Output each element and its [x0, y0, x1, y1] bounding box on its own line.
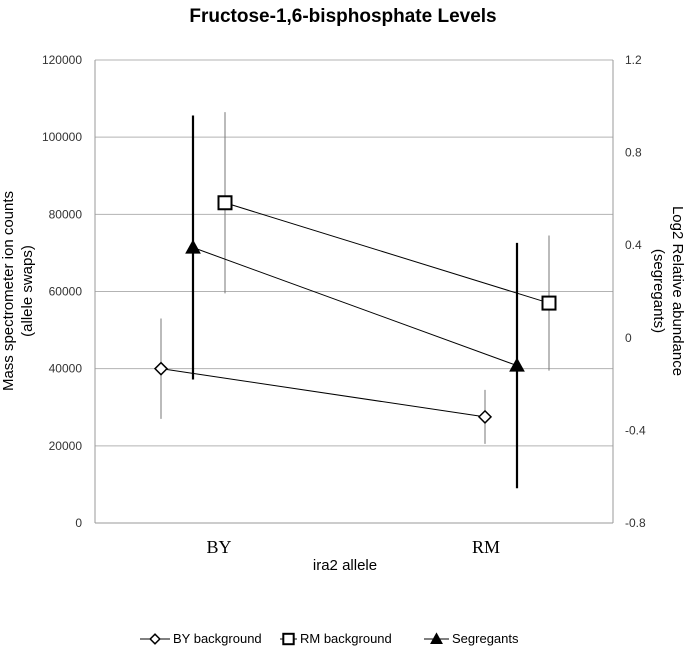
legend-marker-diamond: [149, 633, 161, 645]
series-square: [217, 112, 557, 371]
legend: BY background RM background Segregants: [140, 631, 519, 646]
right-tick-label: -0.8: [625, 516, 646, 530]
left-tick-label: 40000: [49, 362, 83, 376]
right-tick-label: 0.8: [625, 146, 642, 160]
data-point: [541, 295, 557, 311]
series-diamond: [153, 318, 493, 444]
left-tick-label: 60000: [49, 285, 83, 299]
series-layer: [153, 112, 557, 489]
left-tick-label: 120000: [42, 53, 82, 67]
legend-label-by: BY background: [173, 631, 262, 646]
left-axis-label-line1: Mass spectrometer ion counts: [0, 191, 17, 391]
right-tick-label: 0: [625, 331, 632, 345]
left-tick-label: 20000: [49, 439, 83, 453]
data-point: [509, 357, 525, 372]
right-tick-label: 1.2: [625, 53, 642, 67]
gridlines: [95, 59, 613, 447]
right-tick-label: 0.4: [625, 238, 642, 252]
data-point: [217, 195, 233, 211]
legend-marker-square: [282, 632, 295, 646]
series-line: [224, 202, 550, 304]
legend-label-rm: RM background: [300, 631, 392, 646]
series-line: [160, 368, 486, 418]
chart-title: Fructose-1,6-bisphosphate Levels: [189, 6, 496, 27]
legend-marker-triangle: [430, 632, 443, 644]
left-tick-label: 0: [75, 516, 82, 530]
x-axis-label: ira2 allele: [313, 557, 377, 574]
left-tick-labels: 0 20000 40000 60000 80000 100000 120000: [42, 53, 82, 530]
left-axis-label-line2: (allele swaps): [19, 245, 36, 337]
legend-label-segregants: Segregants: [452, 631, 519, 646]
right-axis-label-line1: Log2 Relative abundance: [669, 206, 686, 376]
x-category-rm: RM: [472, 537, 500, 557]
series-triangle: [185, 115, 525, 489]
axes: [94, 60, 614, 524]
right-tick-labels: -0.8 -0.4 0 0.4 0.8 1.2: [625, 53, 646, 530]
left-tick-label: 80000: [49, 207, 83, 221]
data-point: [185, 239, 201, 254]
left-tick-label: 100000: [42, 130, 82, 144]
data-point: [477, 409, 493, 424]
x-category-by: BY: [206, 537, 231, 557]
right-tick-label: -0.4: [625, 423, 646, 437]
data-point: [153, 361, 169, 376]
right-axis-label-line2: (segregants): [650, 249, 667, 333]
series-line: [192, 247, 518, 367]
